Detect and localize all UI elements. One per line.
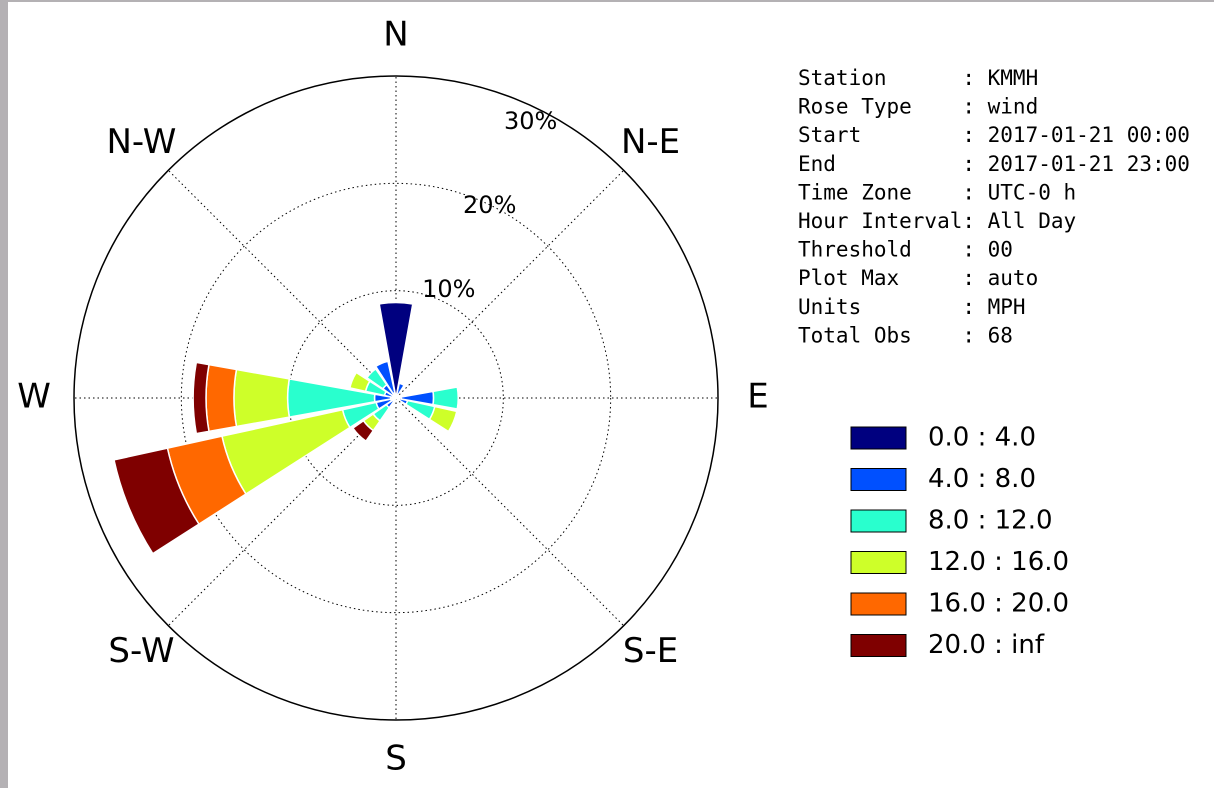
sector [365, 367, 388, 390]
info-line: Time Zone : UTC-0 h [798, 180, 1076, 204]
legend-swatch [850, 551, 907, 574]
legend-swatch [850, 426, 907, 450]
info-line: Threshold : 00 [798, 238, 1013, 262]
legend-label: 20.0 : inf [928, 630, 1045, 660]
outer-ring [73, 75, 719, 721]
sector [374, 360, 396, 395]
ring-label: 10% [422, 275, 475, 303]
sector [351, 419, 375, 443]
legend-label: 12.0 : 16.0 [928, 547, 1069, 577]
sector [378, 301, 414, 399]
legend-swatch [850, 509, 907, 533]
info-line: Hour Interval: All Day [798, 209, 1076, 233]
info-line: Start : 2017-01-21 00:00 [798, 123, 1190, 147]
sector [113, 447, 200, 555]
direction-label: S-E [623, 631, 678, 671]
sector [348, 371, 371, 393]
side-panel: Station : KMMH Rose Type : wind Start : 20… [798, 66, 1190, 660]
ring-label: 30% [504, 107, 557, 135]
legend-label: 0.0 : 4.0 [928, 423, 1036, 453]
grid-ring [288, 290, 504, 506]
rose: 10% 20% 30% N N-E E S-E S S-W W N-W [17, 15, 769, 779]
direction-label: N-W [106, 122, 176, 162]
sector [428, 405, 458, 433]
legend-label: 8.0 : 12.0 [928, 506, 1053, 536]
direction-label: E [747, 377, 768, 417]
legend-label: 16.0 : 20.0 [928, 589, 1069, 619]
info-line: Total Obs : 68 [798, 323, 1013, 347]
info-line: Rose Type : wind [798, 95, 1038, 119]
sector [205, 363, 238, 433]
window-border [0, 0, 1214, 2]
direction-label: N-E [621, 122, 680, 162]
info-line: Units : MPH [798, 295, 1026, 319]
legend-swatch [850, 592, 907, 616]
legend-swatch [850, 634, 907, 657]
direction-label: W [17, 377, 51, 417]
legend-swatch [850, 468, 907, 491]
sector [395, 382, 406, 397]
sector [192, 361, 210, 435]
sector [432, 386, 460, 410]
info-line: End : 2017-01-21 23:00 [798, 152, 1190, 176]
ring-label: 20% [463, 191, 516, 219]
direction-label: S-W [108, 631, 174, 671]
window-border [0, 0, 8, 788]
direction-label: N [383, 15, 408, 55]
info-line: Plot Max : auto [798, 266, 1038, 290]
sector [233, 368, 291, 428]
legend-label: 4.0 : 8.0 [928, 464, 1036, 494]
direction-label: S [385, 739, 407, 779]
info-line: Station : KMMH [798, 66, 1038, 90]
grid-ring [180, 182, 612, 614]
